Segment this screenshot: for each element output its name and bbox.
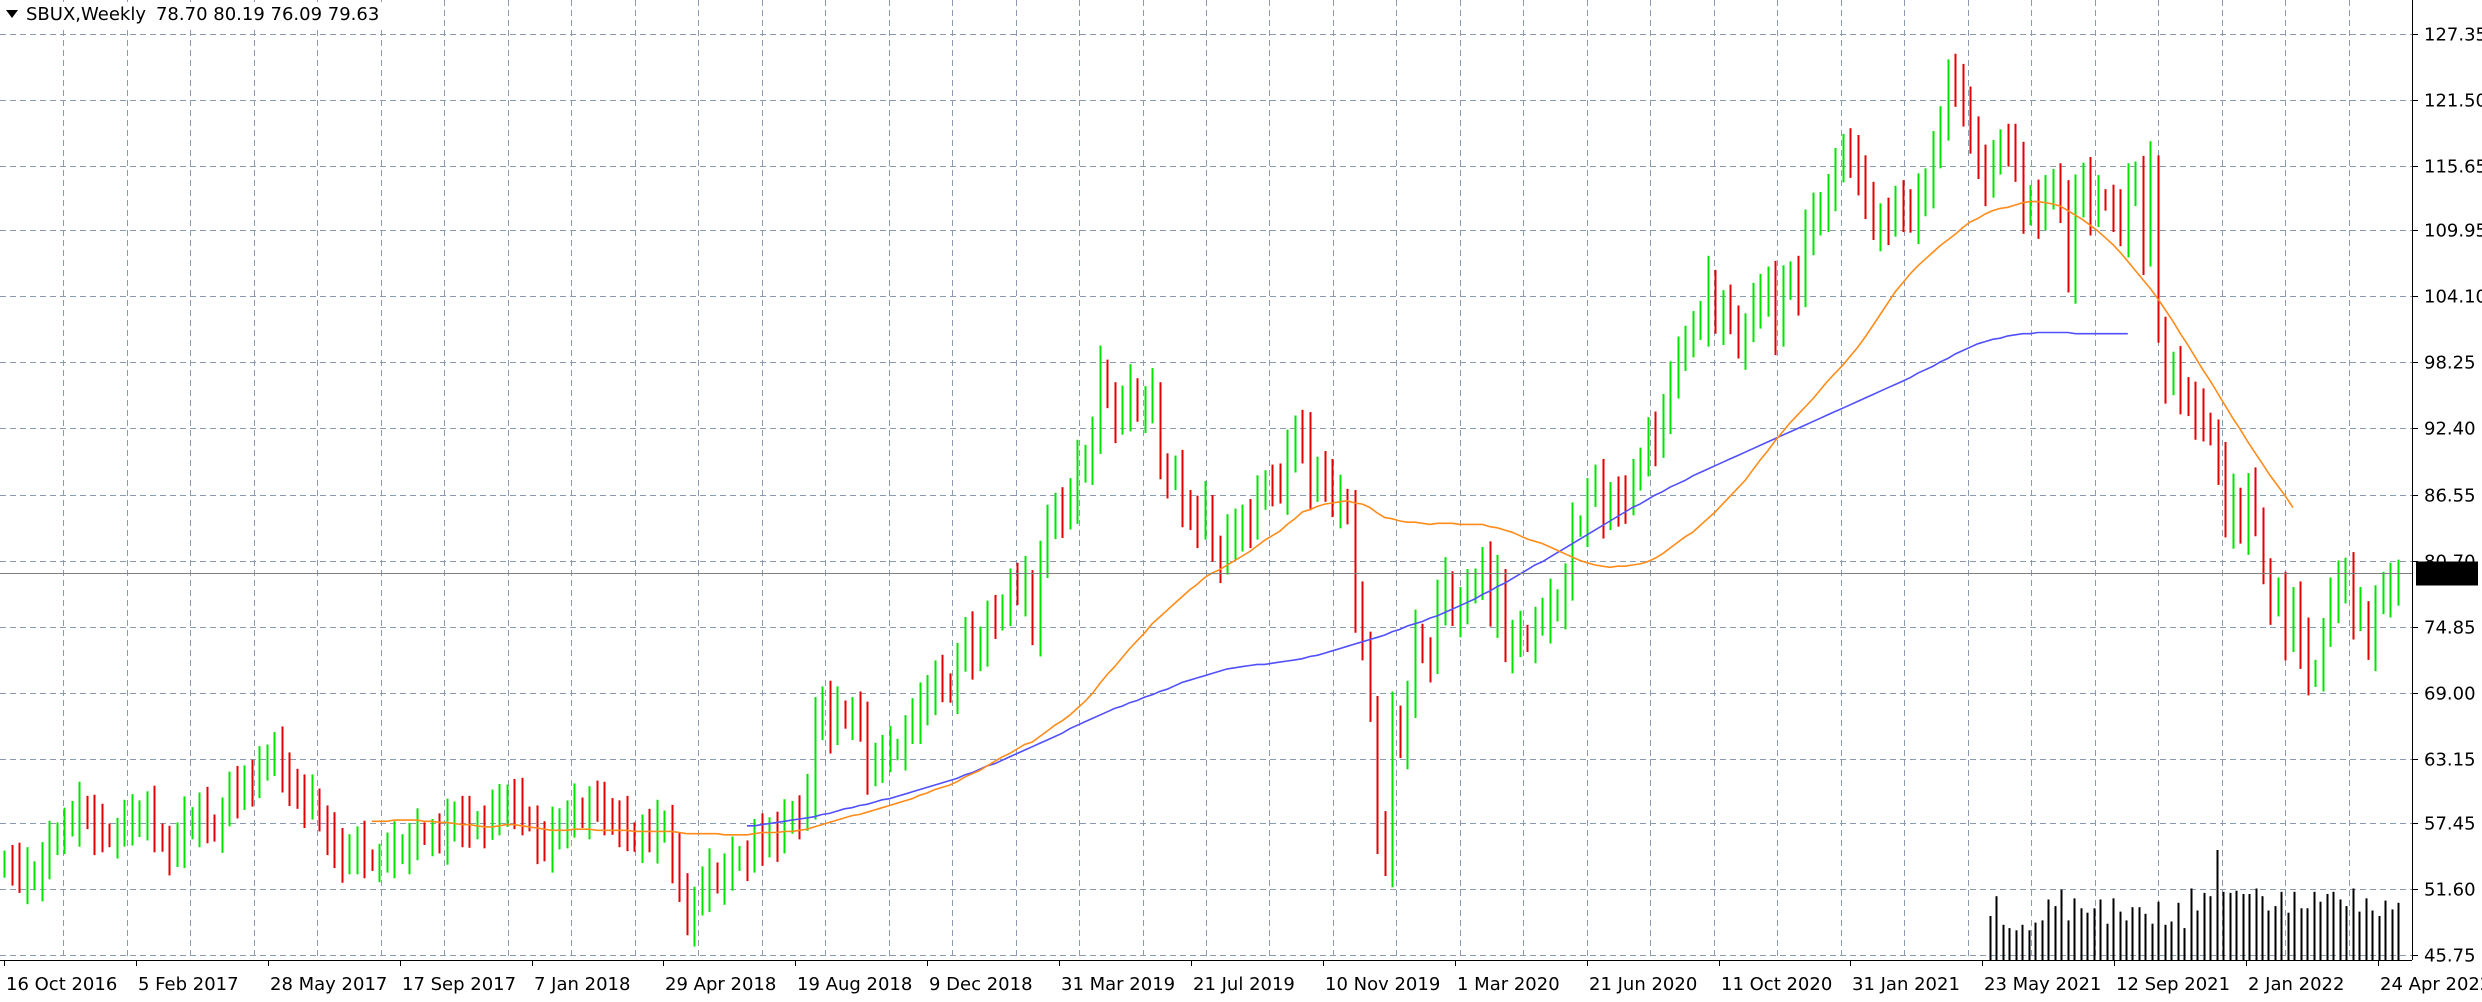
x-tick-label: 5 Feb 2017 bbox=[138, 974, 239, 995]
y-tick-label: 86.55 bbox=[2424, 486, 2476, 507]
x-tick-label: 31 Jan 2021 bbox=[1852, 974, 1960, 995]
current-price-tag: 79.63 bbox=[2416, 561, 2478, 586]
chart-header: SBUX,Weekly 78.70 80.19 76.09 79.63 bbox=[6, 2, 386, 26]
x-tick-label: 23 May 2021 bbox=[1984, 974, 2101, 995]
x-tick-label: 21 Jul 2019 bbox=[1193, 974, 1295, 995]
y-tick-label: 51.60 bbox=[2424, 880, 2476, 901]
y-axis-labels: 127.35 121.50 115.65 109.95 104.10 98.25 92.40… bbox=[2412, 25, 2482, 967]
dropdown-triangle-icon[interactable] bbox=[6, 10, 18, 18]
x-tick-label: 10 Nov 2019 bbox=[1325, 974, 1440, 995]
y-tick-label: 109.95 bbox=[2424, 221, 2482, 242]
y-tick-label: 121.50 bbox=[2424, 91, 2482, 112]
ohlc-values: 78.70 80.19 76.09 79.63 bbox=[155, 3, 380, 25]
x-tick-label: 21 Jun 2020 bbox=[1589, 974, 1697, 995]
grid-lines bbox=[0, 0, 2412, 960]
price-bars bbox=[3, 53, 2400, 947]
y-tick-label: 45.75 bbox=[2424, 946, 2476, 967]
y-tick-label: 57.45 bbox=[2424, 814, 2476, 835]
x-axis-labels: 16 Oct 2016 5 Feb 2017 28 May 2017 17 Sep 2… bbox=[4, 960, 2482, 995]
y-tick-label: 115.65 bbox=[2424, 157, 2482, 178]
x-tick-label: 31 Mar 2019 bbox=[1061, 974, 1175, 995]
y-tick-label: 104.10 bbox=[2424, 287, 2482, 308]
x-tick-label: 9 Dec 2018 bbox=[929, 974, 1033, 995]
symbol-label: SBUX,Weekly bbox=[26, 3, 146, 25]
x-tick-label: 16 Oct 2016 bbox=[6, 974, 117, 995]
y-tick-label: 74.85 bbox=[2424, 618, 2476, 639]
y-tick-label: 92.40 bbox=[2424, 419, 2476, 440]
price-tag-background bbox=[2416, 561, 2478, 586]
x-tick-label: 17 Sep 2017 bbox=[402, 974, 516, 995]
x-tick-label: 12 Sep 2021 bbox=[2116, 974, 2230, 995]
x-tick-label: 7 Jan 2018 bbox=[534, 974, 630, 995]
x-tick-label: 28 May 2017 bbox=[270, 974, 387, 995]
y-tick-label: 127.35 bbox=[2424, 25, 2482, 46]
x-tick-label: 1 Mar 2020 bbox=[1457, 974, 1560, 995]
moving-averages bbox=[371, 200, 2294, 836]
y-tick-label: 69.00 bbox=[2424, 684, 2476, 705]
x-tick-label: 11 Oct 2020 bbox=[1721, 974, 1832, 995]
y-tick-label: 63.15 bbox=[2424, 750, 2476, 771]
x-tick-label: 29 Apr 2018 bbox=[665, 974, 776, 995]
volume-histogram bbox=[1989, 850, 2400, 960]
fast-moving-average-line bbox=[371, 200, 2294, 836]
x-tick-label: 24 Apr 2022 bbox=[2380, 974, 2482, 995]
price-tag-label: 79.63 bbox=[2422, 565, 2474, 586]
y-tick-label: 98.25 bbox=[2424, 353, 2476, 374]
slow-moving-average-line bbox=[747, 331, 2128, 827]
x-tick-label: 19 Aug 2018 bbox=[797, 974, 912, 995]
x-tick-label: 2 Jan 2022 bbox=[2248, 974, 2344, 995]
axes bbox=[0, 0, 2413, 961]
